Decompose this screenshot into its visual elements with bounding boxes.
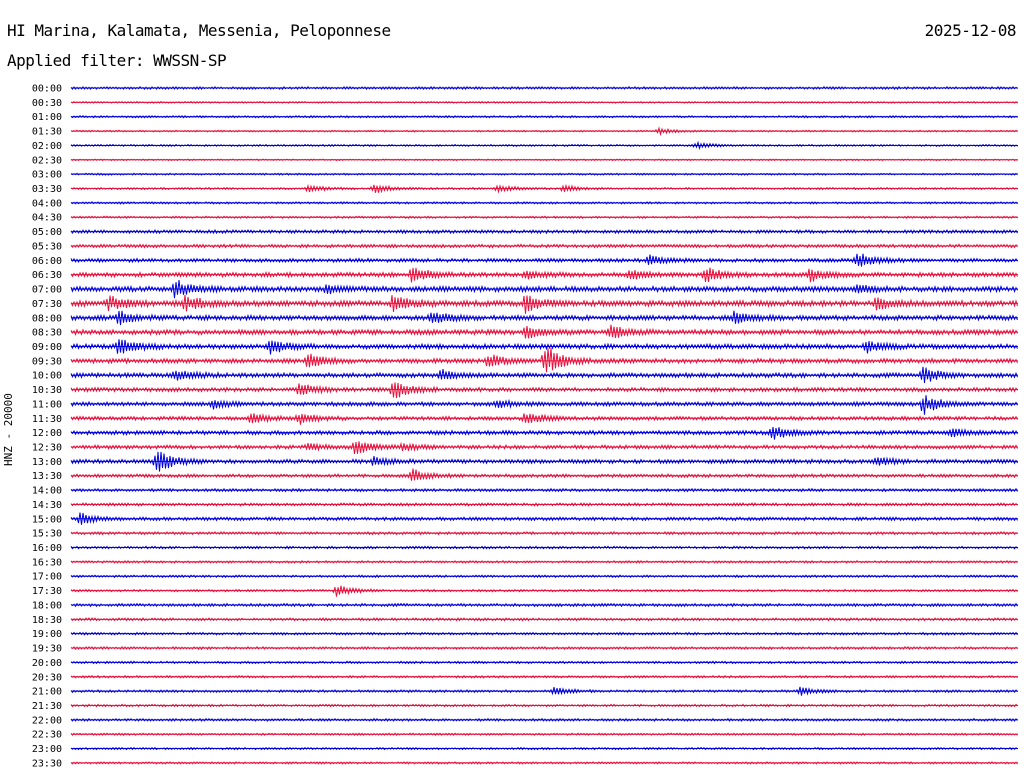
row-time-label: 19:00 xyxy=(32,629,62,640)
row-time-label: 00:00 xyxy=(32,84,62,95)
trace-line xyxy=(70,468,1018,481)
row-time-label: 14:30 xyxy=(32,500,62,511)
row-time-label: 15:30 xyxy=(32,529,62,540)
row-time-label: 16:00 xyxy=(32,543,62,554)
row-time-label: 11:00 xyxy=(32,399,62,410)
row-time-label: 08:30 xyxy=(32,328,62,339)
trace-line xyxy=(70,324,1018,339)
row-time-label: 22:30 xyxy=(32,730,62,741)
date-label: 2025-12-08 xyxy=(924,21,1017,40)
row-time-label: 21:30 xyxy=(32,701,62,712)
row-time-label: 01:30 xyxy=(32,127,62,138)
row-time-label: 15:00 xyxy=(32,514,62,525)
row-time-label: 10:00 xyxy=(32,371,62,382)
row-time-label: 19:30 xyxy=(32,644,62,655)
row-time-label: 00:30 xyxy=(32,98,62,109)
row-time-label: 17:30 xyxy=(32,586,62,597)
row-time-label: 17:00 xyxy=(32,572,62,583)
row-time-label: 07:30 xyxy=(32,299,62,310)
row-time-label: 18:30 xyxy=(32,615,62,626)
trace-line xyxy=(70,294,1018,314)
row-time-label: 23:30 xyxy=(32,758,62,769)
trace-line xyxy=(70,348,1018,373)
row-time-label: 10:30 xyxy=(32,385,62,396)
row-time-label: 02:30 xyxy=(32,155,62,166)
row-time-label: 08:00 xyxy=(32,313,62,324)
row-time-label: 09:00 xyxy=(32,342,62,353)
row-time-label: 22:00 xyxy=(32,715,62,726)
row-time-label: 02:00 xyxy=(32,141,62,152)
row-time-label: 07:00 xyxy=(32,285,62,296)
row-time-label: 09:30 xyxy=(32,356,62,367)
row-time-label: 18:00 xyxy=(32,600,62,611)
row-time-label: 05:00 xyxy=(32,227,62,238)
row-time-label: 06:00 xyxy=(32,256,62,267)
filter-label: Applied filter: WWSSN-SP xyxy=(7,51,227,70)
trace-line xyxy=(70,585,1018,597)
row-time-label: 16:30 xyxy=(32,557,62,568)
row-time-label: 04:00 xyxy=(32,198,62,209)
row-time-label: 11:30 xyxy=(32,414,62,425)
trace-line xyxy=(70,395,1018,415)
row-time-label: 23:00 xyxy=(32,744,62,755)
row-time-label: 14:00 xyxy=(32,486,62,497)
row-time-label: 13:30 xyxy=(32,471,62,482)
row-time-label: 01:00 xyxy=(32,112,62,123)
trace-line xyxy=(70,426,1018,440)
row-time-label: 20:00 xyxy=(32,658,62,669)
row-time-label: 05:30 xyxy=(32,241,62,252)
row-time-label: 13:00 xyxy=(32,457,62,468)
row-time-label: 12:00 xyxy=(32,428,62,439)
trace-line xyxy=(70,413,1018,425)
row-time-label: 20:30 xyxy=(32,672,62,683)
row-time-label: 03:30 xyxy=(32,184,62,195)
row-time-label: 21:00 xyxy=(32,687,62,698)
row-time-label: 12:30 xyxy=(32,443,62,454)
trace-line xyxy=(70,382,1018,398)
trace-line xyxy=(70,441,1018,454)
row-time-label: 04:30 xyxy=(32,213,62,224)
station-title: HI Marina, Kalamata, Messenia, Peloponne… xyxy=(7,21,391,40)
row-time-label: 03:00 xyxy=(32,170,62,181)
row-time-label: 06:30 xyxy=(32,270,62,281)
